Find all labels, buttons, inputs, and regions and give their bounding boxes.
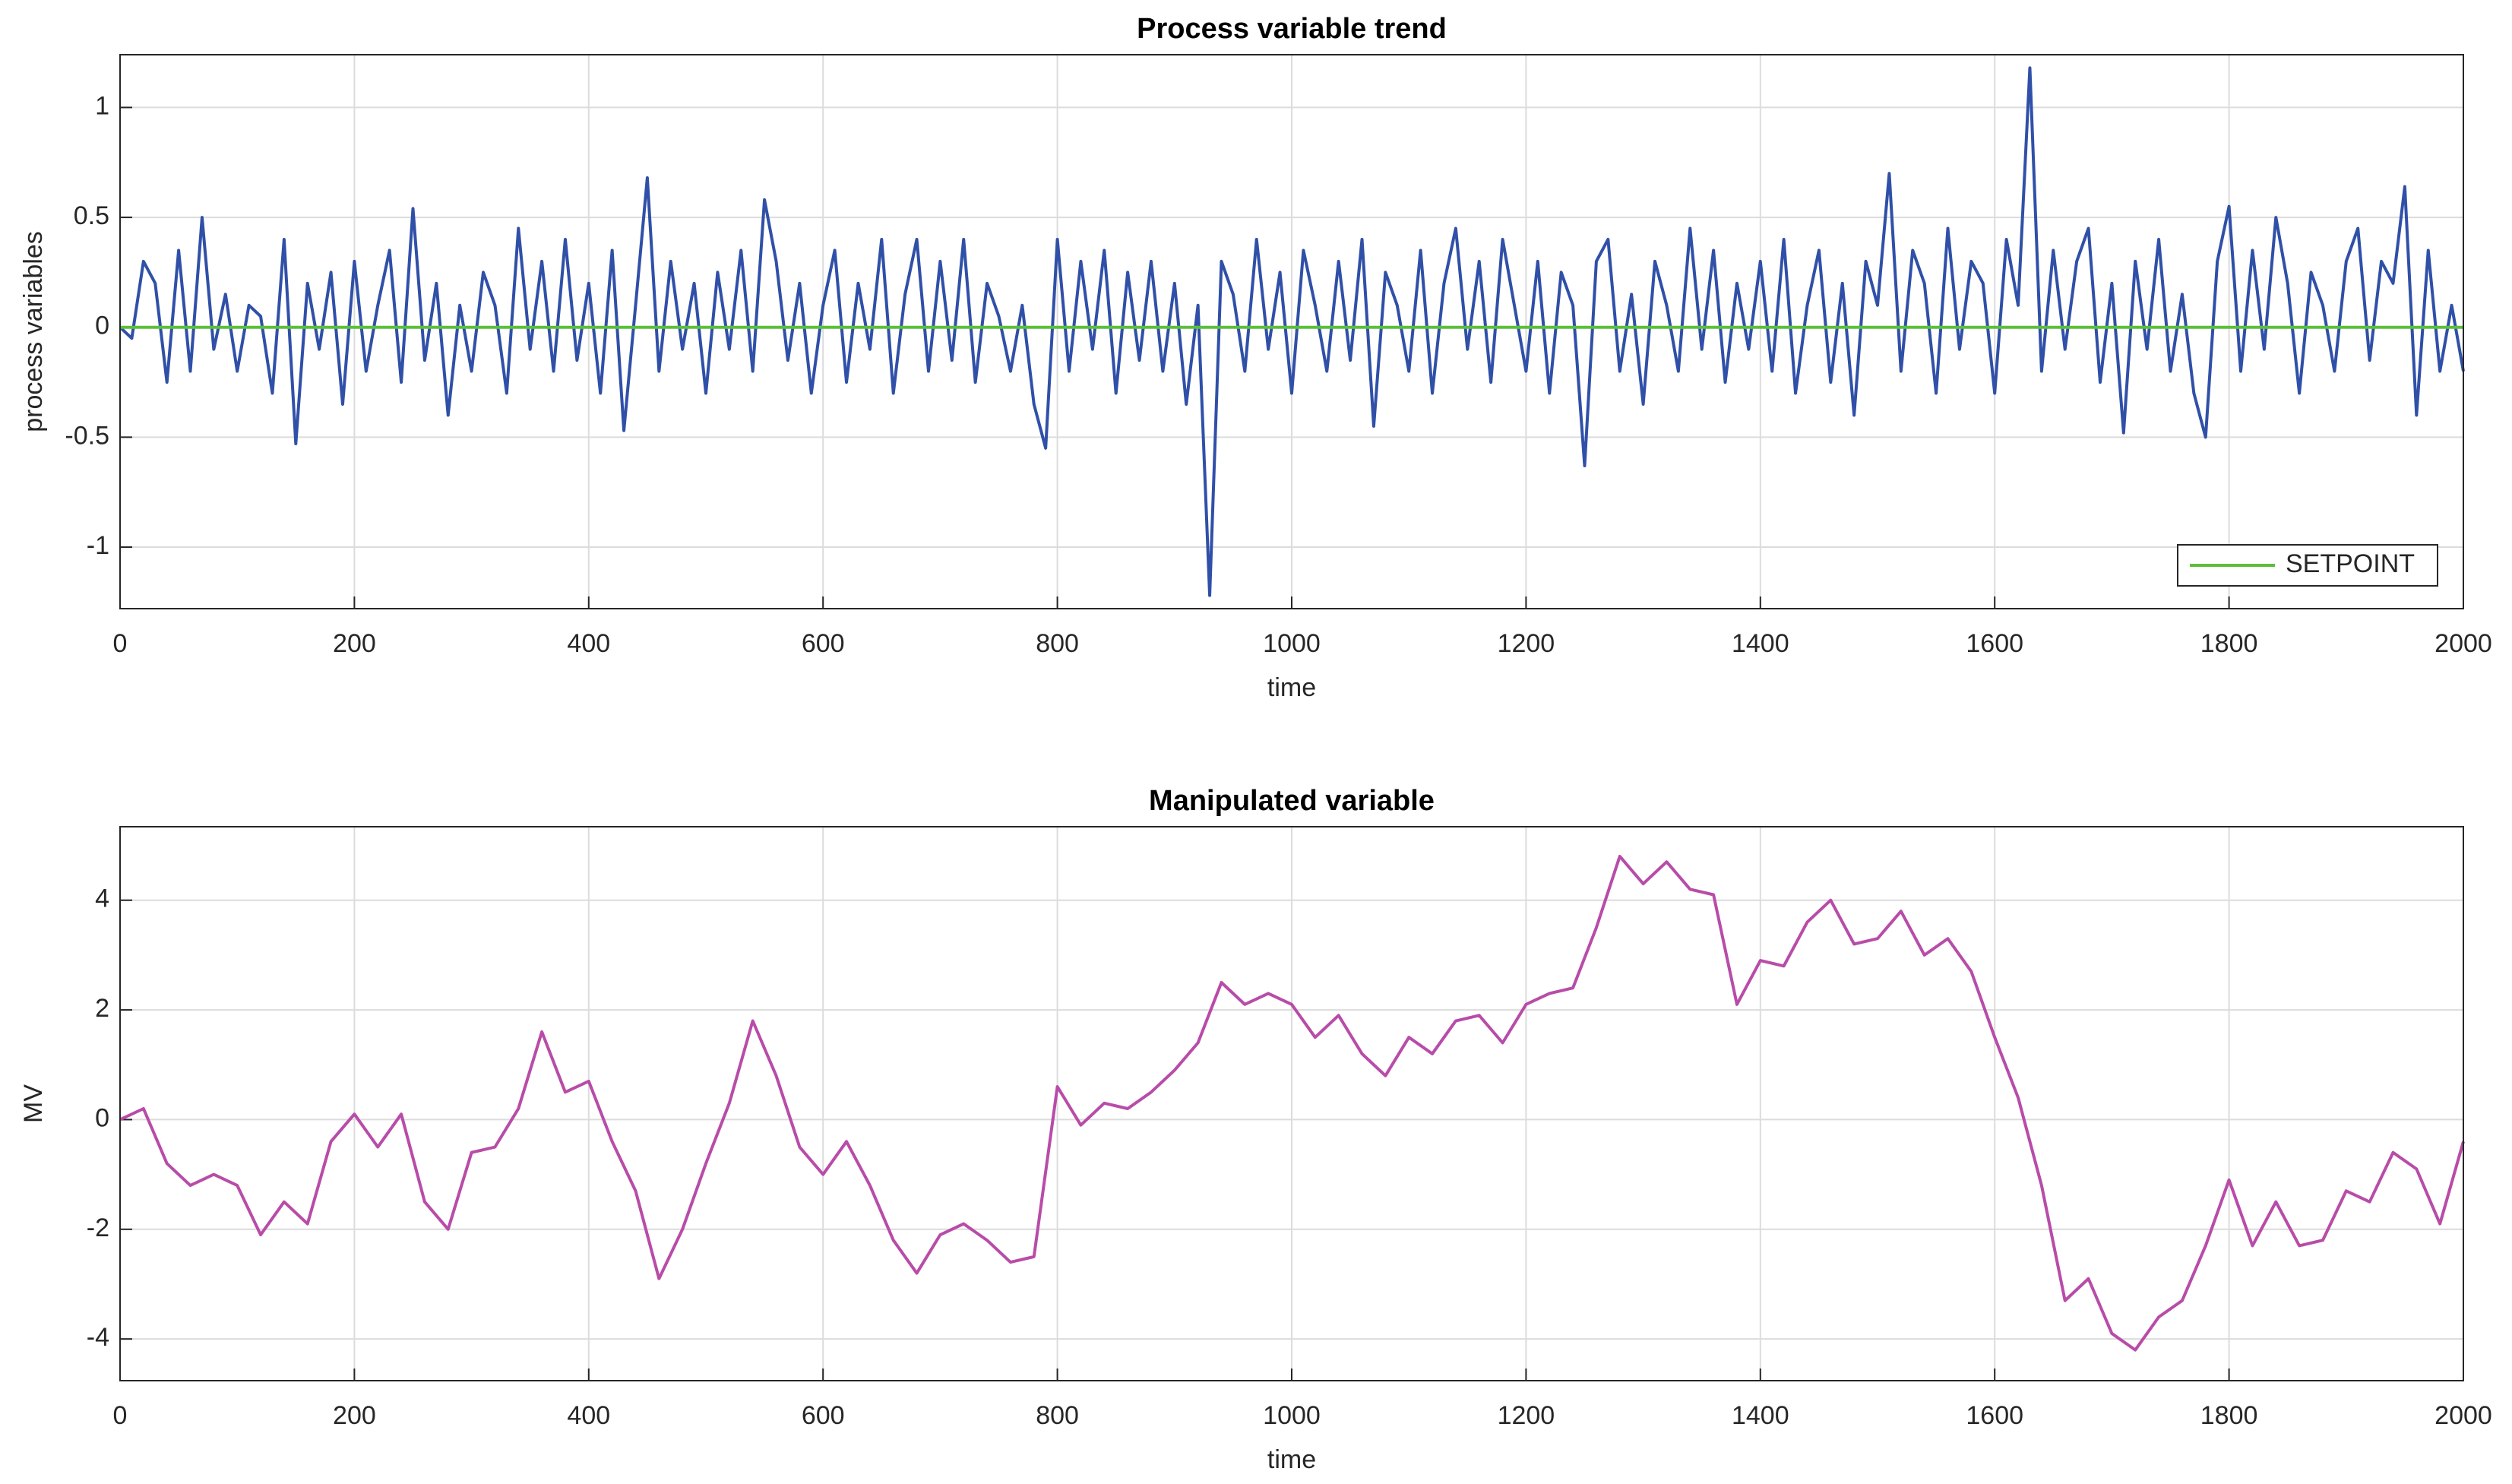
x-axis-label: time (1267, 673, 1316, 702)
x-tick-label: 1000 (1263, 1401, 1321, 1430)
y-tick-label: 4 (95, 884, 109, 913)
x-tick-label: 800 (1036, 629, 1079, 658)
series-line (119, 854, 2465, 1352)
x-tick-label: 2000 (2434, 1401, 2492, 1430)
x-tick-label: 1400 (1732, 1401, 1789, 1430)
y-tick-label: 0.5 (74, 201, 109, 230)
x-tick-label: 1200 (1498, 629, 1555, 658)
y-tick-label: -1 (87, 531, 109, 560)
x-tick-label: 1800 (2200, 1401, 2258, 1430)
y-tick-label: -4 (87, 1323, 109, 1352)
y-tick-label: 2 (95, 994, 109, 1023)
x-tick-label: 1000 (1263, 629, 1321, 658)
x-axis-label: time (1267, 1445, 1316, 1474)
x-tick-label: 2000 (2434, 629, 2492, 658)
x-tick-label: 0 (113, 629, 128, 658)
chart-title: Process variable trend (1137, 13, 1447, 45)
x-tick-label: 400 (567, 1401, 610, 1430)
y-axis-label: MV (19, 1084, 48, 1123)
chart-title: Manipulated variable (1149, 785, 1435, 817)
x-tick-label: 0 (113, 1401, 128, 1430)
x-tick-label: 800 (1036, 1401, 1079, 1430)
y-axis-label: process variables (19, 231, 48, 432)
y-tick-label: -2 (87, 1213, 109, 1242)
y-tick-label: -0.5 (65, 421, 109, 450)
legend-label: SETPOINT (2286, 549, 2415, 578)
x-tick-label: 1800 (2200, 629, 2258, 658)
x-tick-label: 200 (333, 629, 376, 658)
x-tick-label: 1600 (1966, 629, 2023, 658)
x-tick-label: 1200 (1498, 1401, 1555, 1430)
x-tick-label: 1600 (1966, 1401, 2023, 1430)
x-tick-label: 200 (333, 1401, 376, 1430)
y-tick-label: 1 (95, 91, 109, 120)
x-tick-label: 400 (567, 629, 610, 658)
y-tick-label: 0 (95, 312, 109, 340)
axes-frame (119, 54, 2464, 609)
x-tick-label: 600 (802, 1401, 845, 1430)
y-tick-label: 0 (95, 1103, 109, 1132)
series-line (119, 66, 2465, 597)
axes-frame (119, 826, 2464, 1381)
legend-box (2177, 544, 2438, 587)
x-tick-label: 1400 (1732, 629, 1789, 658)
x-tick-label: 600 (802, 629, 845, 658)
